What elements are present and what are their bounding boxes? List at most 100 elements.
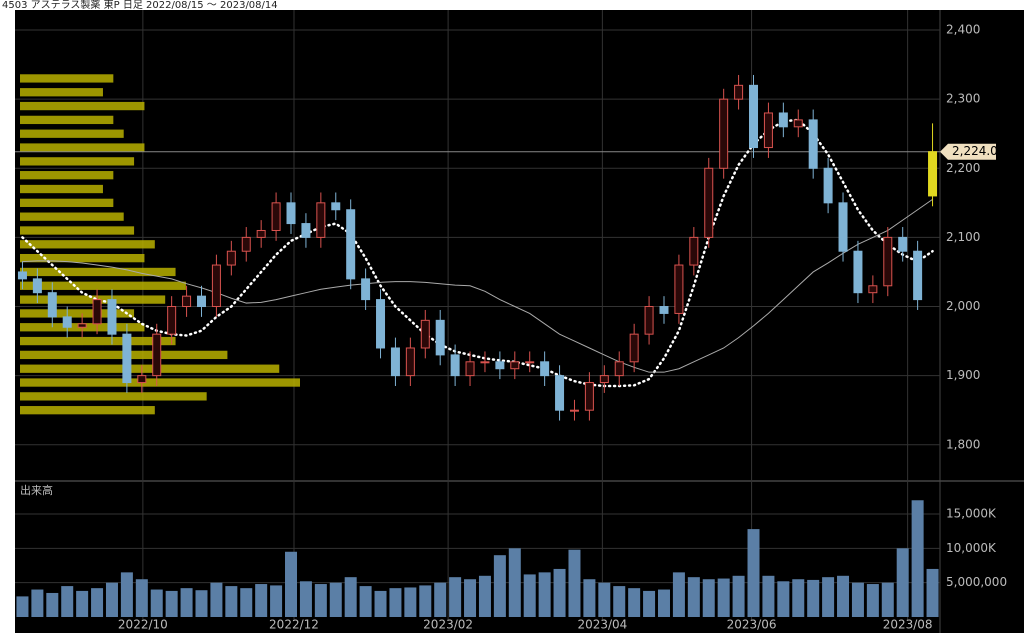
candle-body xyxy=(211,264,221,308)
volume-profile-bar xyxy=(20,115,114,125)
candle-body xyxy=(525,361,535,364)
candle-body xyxy=(286,202,296,225)
volume-bar xyxy=(538,572,551,617)
volume-profile-bar xyxy=(20,88,103,97)
x-tick-label: 2023/04 xyxy=(577,618,627,632)
candle-body xyxy=(376,299,386,349)
volume-bar xyxy=(792,579,805,617)
volume-bar xyxy=(628,588,641,617)
candle-body xyxy=(47,292,57,318)
candle-body xyxy=(584,382,594,411)
volume-bar xyxy=(16,596,29,617)
volume-profile-bar xyxy=(20,198,114,207)
volume-profile-bar xyxy=(20,253,145,263)
volume-bar xyxy=(389,588,402,617)
candle-body xyxy=(659,306,669,314)
candle-body xyxy=(62,316,72,328)
volume-bar xyxy=(762,575,775,617)
volume-bar xyxy=(270,585,283,617)
volume-bar xyxy=(478,575,491,617)
chart-title: 4503 アステラス製薬 東P 日足 2022/08/15 ～ 2023/08/… xyxy=(2,0,278,11)
volume-bar xyxy=(299,581,312,617)
volume-bar xyxy=(135,579,148,617)
candle-body xyxy=(480,361,490,364)
volume-bar xyxy=(896,548,909,617)
y-tick-label: 2,300 xyxy=(946,92,980,106)
volume-bar xyxy=(91,588,104,617)
candle-body xyxy=(555,375,565,411)
candle-body xyxy=(540,361,550,377)
volume-bar xyxy=(255,584,268,617)
candle-body xyxy=(77,323,87,328)
volume-bar xyxy=(61,586,74,617)
candle-body xyxy=(405,347,415,377)
volume-bar xyxy=(210,582,223,617)
volume-bar xyxy=(657,589,670,617)
volume-bar xyxy=(464,579,477,617)
volume-bar xyxy=(31,589,44,617)
candle-body xyxy=(301,223,311,238)
x-tick-label: 2023/06 xyxy=(727,618,777,632)
candle-body xyxy=(196,295,206,308)
volume-tick-label: 5,000,000 xyxy=(946,575,1007,589)
volume-bar xyxy=(195,590,208,617)
volume-bar xyxy=(225,586,238,617)
candle-body xyxy=(316,202,326,238)
volume-profile-bar xyxy=(20,129,124,138)
volume-bar xyxy=(449,577,462,617)
volume-profile-bar xyxy=(20,281,186,290)
candle-body xyxy=(241,236,251,252)
candle-body xyxy=(674,264,684,314)
volume-tick-label: 15,000K xyxy=(946,506,997,520)
volume-bar xyxy=(613,586,626,617)
x-tick-label: 2022/10 xyxy=(118,618,168,632)
volume-bar xyxy=(598,582,611,617)
volume-bar xyxy=(643,590,656,617)
candle-body xyxy=(361,278,371,301)
volume-bar xyxy=(419,585,432,617)
candle-body xyxy=(599,375,609,384)
volume-bar xyxy=(702,579,715,617)
volume-bar xyxy=(568,549,581,617)
candle-body xyxy=(778,112,788,128)
volume-bar xyxy=(837,575,850,617)
volume-profile-bar xyxy=(20,378,300,387)
volume-profile-bar xyxy=(20,309,135,318)
volume-bar xyxy=(120,572,133,617)
volume-profile-bar xyxy=(20,240,155,249)
volume-bar xyxy=(687,577,700,617)
candle-body xyxy=(137,375,147,384)
volume-profile-bar xyxy=(20,336,176,346)
volume-profile-bar xyxy=(20,143,145,152)
candle-body xyxy=(749,84,759,149)
candle-body xyxy=(32,278,42,294)
candle-body xyxy=(167,306,177,335)
volume-bar xyxy=(165,590,178,617)
candle-body xyxy=(390,347,400,377)
candle-body xyxy=(883,236,893,287)
candle-body xyxy=(271,202,281,231)
volume-profile-bar xyxy=(20,157,135,166)
candle-body xyxy=(256,229,266,238)
volume-bar xyxy=(76,590,89,617)
volume-bar xyxy=(822,577,835,617)
volume-profile-bar xyxy=(20,364,280,373)
candle-body xyxy=(122,333,132,384)
x-tick-label: 2023/02 xyxy=(423,618,473,632)
volume-bar xyxy=(866,584,879,617)
candle-body xyxy=(510,361,520,370)
candle-body xyxy=(689,236,699,266)
candle-body xyxy=(793,119,803,128)
volume-bar xyxy=(404,587,417,617)
volume-bar xyxy=(807,579,820,617)
candle-body xyxy=(17,271,27,280)
candle-body xyxy=(92,299,102,325)
volume-profile-bar xyxy=(20,171,114,180)
candle-body xyxy=(226,250,236,266)
candle-body xyxy=(913,250,923,301)
candle-body xyxy=(569,409,579,412)
candle-body xyxy=(808,119,818,169)
volume-profile-bar xyxy=(20,74,114,83)
volume-bar xyxy=(553,568,566,617)
candle-body xyxy=(704,167,714,238)
